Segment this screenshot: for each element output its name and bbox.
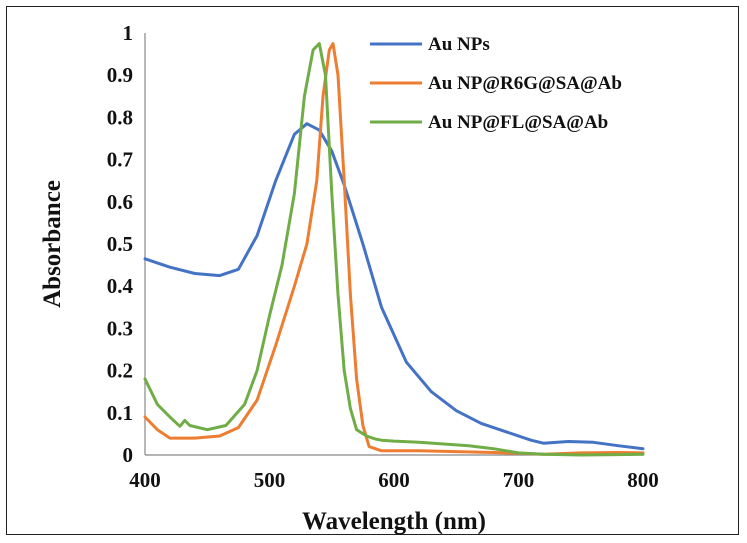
y-tick-label: 0.5 (107, 232, 133, 256)
legend: Au NPs Au NP@R6G@SA@Ab Au NP@FL@SA@Ab (370, 34, 622, 133)
x-tick-label: 400 (129, 468, 161, 492)
x-tick-label: 700 (503, 468, 535, 492)
x-tick-label: 800 (627, 468, 659, 492)
legend-label-2: Au NP@R6G@SA@Ab (428, 73, 622, 94)
y-tick-label: 0.2 (107, 359, 133, 383)
y-tick-label: 0.9 (107, 63, 133, 87)
y-tick-label: 1 (123, 21, 134, 45)
y-tick-label: 0.1 (107, 401, 133, 425)
y-tick-label: 0.3 (107, 316, 133, 340)
x-tick-label: 500 (254, 468, 286, 492)
legend-label-3: Au NP@FL@SA@Ab (428, 112, 608, 133)
y-tick-label: 0.4 (107, 274, 134, 298)
legend-label-1: Au NPs (428, 34, 490, 55)
x-tick-label: 600 (378, 468, 410, 492)
y-tick-label: 0 (123, 443, 134, 467)
y-tick-label: 0.8 (107, 105, 133, 129)
y-tick-label: 0.6 (107, 190, 133, 214)
series-line-3 (143, 42, 645, 457)
series-line-2 (143, 42, 645, 456)
axes: 0 0.1 0.2 0.3 0.4 0.5 0.6 0.7 0.8 0.9 1 400 500 600 70… (107, 21, 659, 492)
y-tick-label: 0.7 (107, 148, 133, 172)
x-axis-title: Wavelength (nm) (302, 508, 486, 535)
y-axis-title: Absorbance (39, 180, 66, 308)
series-layer (143, 42, 645, 457)
series-line-1 (143, 122, 645, 451)
